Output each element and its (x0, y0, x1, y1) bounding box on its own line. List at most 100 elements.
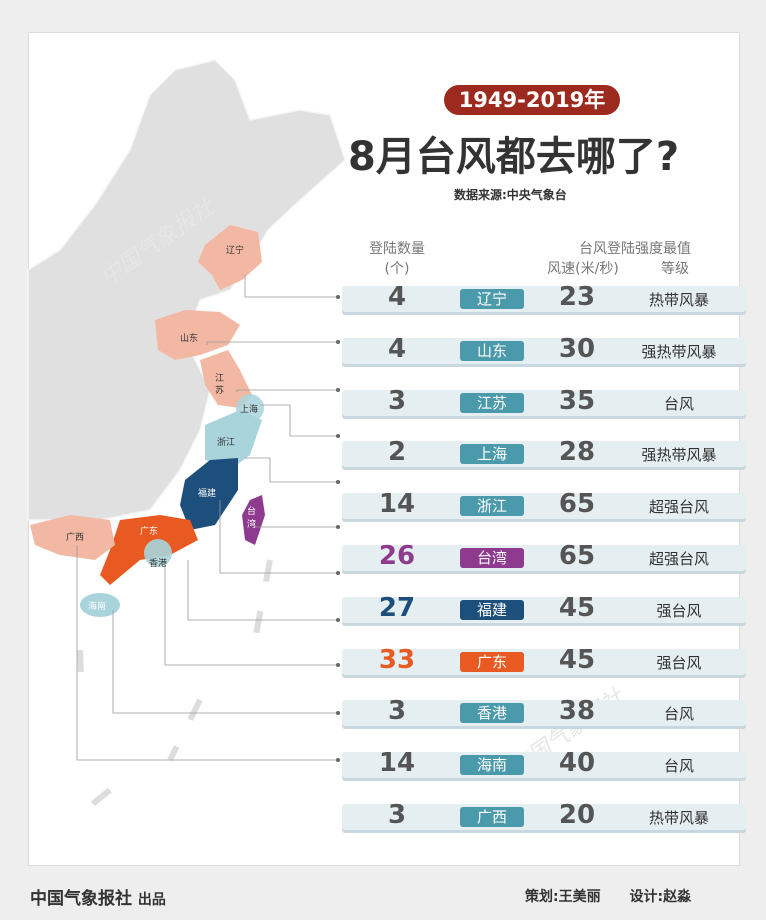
max-wind-speed: 35 (558, 386, 596, 416)
connector-dot (336, 295, 340, 299)
typhoon-level: 强台风 (656, 654, 702, 672)
map-label-jiangsu-2: 苏 (215, 384, 224, 396)
landfall-count: 14 (378, 489, 416, 519)
province-tag: 福建 (460, 600, 524, 620)
connector-dot (336, 434, 340, 438)
region-hongkong (144, 539, 172, 567)
region-guangxi (30, 515, 115, 560)
designer-credit: 设计:赵淼 (629, 889, 692, 905)
publisher-suffix: 出品 (137, 892, 166, 908)
max-wind-speed: 45 (558, 593, 596, 623)
region-jiangsu (200, 350, 252, 408)
landfall-count: 14 (378, 748, 416, 778)
typhoon-level: 超强台风 (648, 498, 709, 516)
province-tag: 香港 (460, 703, 524, 723)
landfall-count: 3 (387, 800, 407, 830)
connector-shanghai (260, 404, 338, 437)
connector-dot (336, 571, 340, 575)
typhoon-level: 台风 (663, 395, 694, 413)
province-tag: 浙江 (460, 496, 524, 516)
max-wind-speed: 65 (558, 541, 596, 571)
max-wind-speed: 65 (558, 489, 596, 519)
connector-fujian (219, 500, 338, 574)
table-row: 14 海南 40 台风 (342, 748, 746, 778)
table-row: 27 福建 45 强台风 (342, 593, 746, 623)
map-label-jiangsu-1: 江 (215, 373, 224, 384)
max-wind-speed: 23 (558, 282, 596, 312)
table-row: 33 广东 45 强台风 (342, 645, 746, 675)
region-shandong (155, 310, 240, 360)
count-header: 登陆数量 (个) (355, 238, 439, 278)
connector-liaoning (244, 275, 338, 298)
province-tag: 台湾 (460, 548, 524, 568)
typhoon-level: 台风 (663, 757, 694, 775)
typhoon-level: 强台风 (656, 602, 702, 620)
map-label-hongkong: 香港 (149, 557, 167, 569)
province-tag: 山东 (460, 341, 524, 361)
typhoon-level: 台风 (663, 705, 694, 723)
region-zhejiang (205, 410, 262, 470)
max-wind-speed: 38 (558, 696, 596, 726)
intensity-header: 台风登陆强度最值 (579, 241, 691, 257)
footer-publisher: 中国气象报社 出品 (30, 884, 166, 909)
connector-dot (336, 340, 340, 344)
connector-jiangsu (236, 389, 338, 392)
map-label-liaoning: 辽宁 (226, 244, 244, 256)
max-wind-speed: 40 (558, 748, 596, 778)
landfall-count: 4 (387, 282, 407, 312)
typhoon-level: 强热带风暴 (641, 343, 717, 361)
province-tag: 辽宁 (460, 289, 524, 309)
connector-guangdong (187, 560, 338, 621)
region-fujian (180, 458, 238, 530)
speed-header: 风速(米/秒) (547, 261, 619, 277)
typhoon-level: 热带风暴 (648, 809, 709, 827)
typhoon-level: 强热带风暴 (641, 446, 717, 464)
province-tag: 海南 (460, 755, 524, 775)
connector-dot (336, 480, 340, 484)
max-wind-speed: 20 (558, 800, 596, 830)
max-wind-speed: 45 (558, 645, 596, 675)
province-tag: 上海 (460, 444, 524, 464)
table-row: 3 广西 20 热带风暴 (342, 800, 746, 830)
connector-hongkong (164, 565, 338, 666)
table-row: 3 香港 38 台风 (342, 696, 746, 726)
landfall-count: 26 (378, 541, 416, 571)
year-range-badge: 1949-2019年 (444, 85, 620, 115)
connector-dot (336, 525, 340, 529)
mainland-silhouette (27, 59, 346, 521)
map-label-zhejiang: 浙江 (217, 436, 235, 448)
map-label-taiwan-2: 湾 (247, 518, 256, 530)
province-tag: 广西 (460, 807, 524, 827)
table-row: 4 辽宁 23 热带风暴 (342, 282, 746, 312)
page-title: 8月台风都去哪了? (348, 134, 680, 180)
connector-dot (336, 758, 340, 762)
connector-hainan (112, 610, 338, 714)
region-liaoning (198, 225, 262, 290)
level-header: 等级 (661, 261, 689, 277)
typhoon-level: 热带风暴 (648, 291, 709, 309)
connector-dot (336, 618, 340, 622)
connector-guangxi (76, 545, 338, 761)
province-tag: 广东 (460, 652, 524, 672)
max-wind-speed: 28 (558, 437, 596, 467)
table-row: 26 台湾 65 超强台风 (342, 541, 746, 571)
map-label-taiwan-1: 台 (247, 505, 256, 517)
connector-dot (336, 711, 340, 715)
map-label-guangdong: 广东 (140, 525, 158, 537)
connector-shandong (206, 341, 338, 345)
connector-zhejiang (245, 457, 338, 483)
table-row: 4 山东 30 强热带风暴 (342, 334, 746, 364)
landfall-count: 27 (378, 593, 416, 623)
map-label-fujian: 福建 (198, 487, 216, 499)
connector-dot (336, 388, 340, 392)
table-row: 14 浙江 65 超强台风 (342, 489, 746, 519)
landfall-count: 3 (387, 696, 407, 726)
count-header-unit: (个) (384, 261, 410, 277)
map-label-guangxi: 广西 (66, 531, 84, 543)
map-label-shandong: 山东 (180, 332, 198, 344)
map-label-shanghai: 上海 (240, 403, 258, 415)
planner-credit: 策划:王美丽 (525, 889, 601, 905)
landfall-count: 4 (387, 334, 407, 364)
connector-dot (336, 663, 340, 667)
